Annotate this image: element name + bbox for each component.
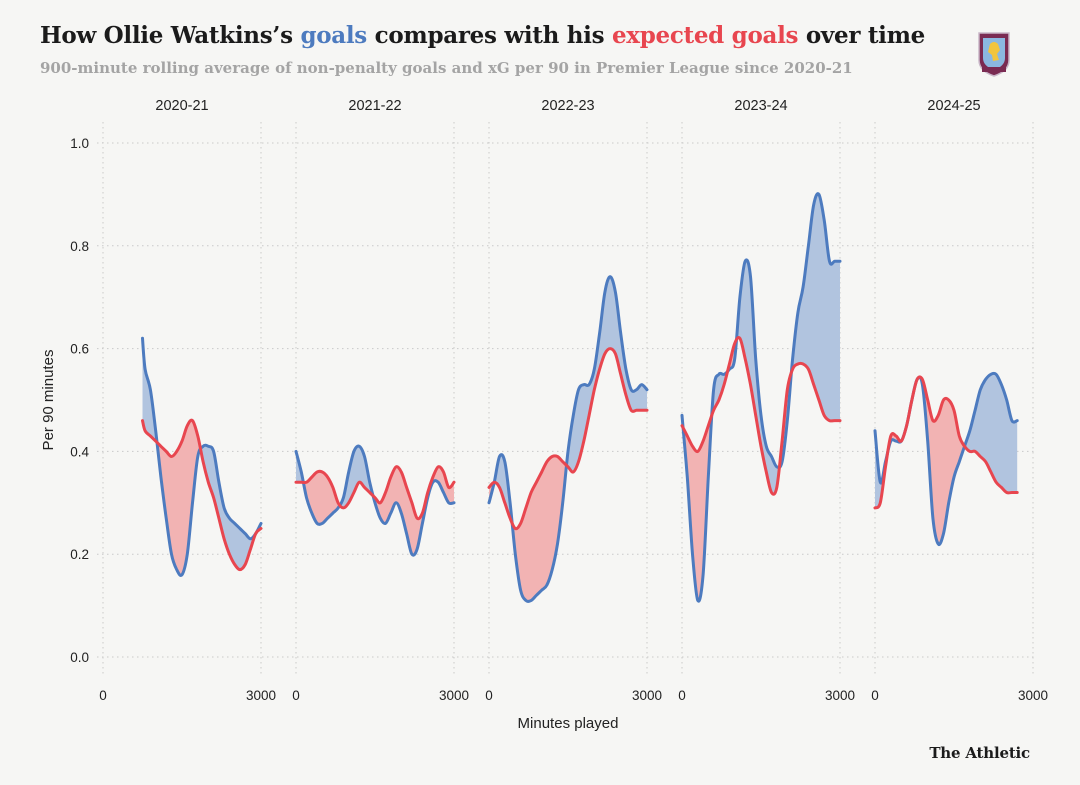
label-layer: 0.0 0.2 0.4 0.6 0.8 1.0 0 3000 2020-21 0 3000 2021-… (70, 98, 1048, 703)
fill-layer (142, 193, 1018, 602)
season-label: 2021-22 (348, 98, 401, 114)
chart-subtitle: 900-minute rolling average of non-penalt… (40, 59, 853, 77)
x-tick-label: 0 (871, 688, 879, 703)
xg-line (487, 347, 649, 531)
goals-line (487, 275, 649, 603)
goals-above-xg-area (736, 259, 780, 494)
x-tick-label: 0 (99, 688, 107, 703)
x-tick-label: 3000 (825, 688, 855, 703)
xg-above-goals-area (917, 377, 965, 545)
x-tick-label: 0 (485, 688, 493, 703)
x-axis-label: Minutes played (518, 715, 619, 732)
x-tick-label: 0 (678, 688, 686, 703)
goals-above-xg-area (200, 445, 261, 570)
x-tick-label: 3000 (246, 688, 276, 703)
title-part-2: compares with his (366, 22, 612, 49)
y-tick-label: 0.2 (70, 547, 89, 562)
y-tick-label: 0.8 (70, 239, 89, 254)
xg-line (294, 465, 456, 521)
season-label: 2023-24 (734, 98, 787, 114)
season-label: 2022-23 (541, 98, 594, 114)
season-label: 2024-25 (927, 98, 980, 114)
xg-line (141, 418, 263, 572)
y-tick-label: 0.6 (70, 342, 89, 357)
xg-above-goals-area (157, 420, 201, 576)
aston-villa-crest-icon (978, 32, 1010, 77)
xg-line (680, 336, 842, 496)
chart-title: How Ollie Watkins’s goals compares with … (40, 22, 925, 49)
publisher-logo: The Athletic (929, 744, 1030, 762)
y-tick-label: 1.0 (70, 136, 89, 151)
title-part-1: How Ollie Watkins’s (40, 22, 301, 49)
xg-line (873, 375, 1019, 510)
title-part-3: over time (798, 22, 925, 49)
goals-above-xg-area (493, 454, 512, 523)
goals-above-xg-area (875, 430, 889, 508)
x-tick-label: 3000 (1018, 688, 1048, 703)
title-goals-word: goals (300, 22, 367, 49)
xg-above-goals-area (683, 414, 713, 602)
season-label: 2020-21 (155, 98, 208, 114)
y-tick-label: 0.4 (70, 444, 89, 459)
x-tick-label: 3000 (632, 688, 662, 703)
goals-line (873, 371, 1019, 546)
y-tick-label: 0.0 (70, 650, 89, 665)
x-tick-label: 0 (292, 688, 300, 703)
x-tick-label: 3000 (439, 688, 469, 703)
title-xg-word: expected goals (611, 22, 799, 49)
grid-layer (97, 122, 1036, 675)
line-layer (141, 192, 1019, 603)
y-axis-label: Per 90 minutes (40, 350, 57, 451)
goals-above-xg-area (566, 276, 647, 473)
goals-line (680, 192, 842, 603)
